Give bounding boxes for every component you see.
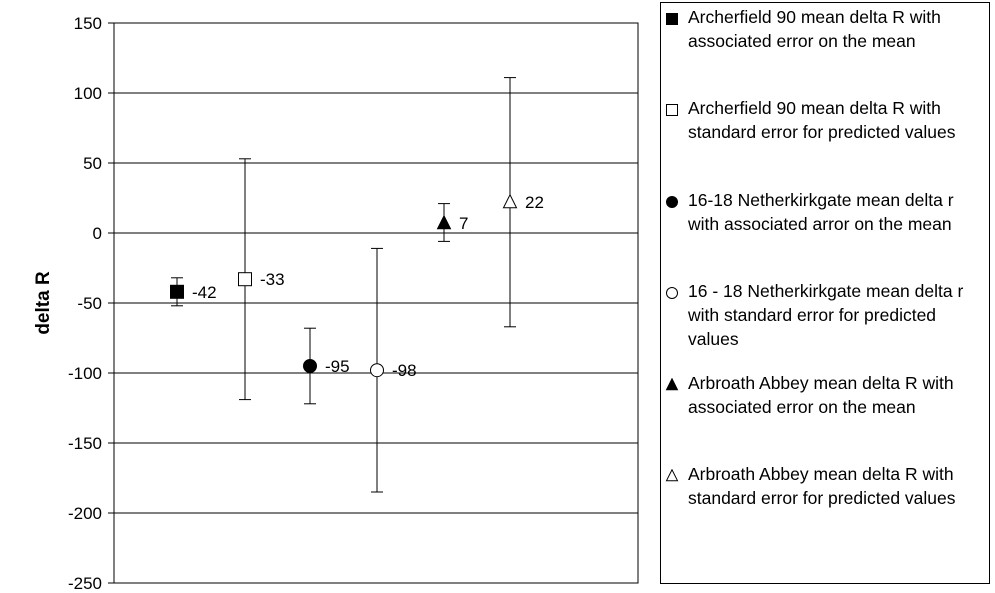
legend-label: Archerfield 90 mean delta R with associa… <box>688 7 941 51</box>
marker-square-open <box>238 272 252 287</box>
legend: Archerfield 90 mean delta R with associa… <box>660 2 990 584</box>
y-tick-label: -250 <box>68 574 102 593</box>
y-tick-label: 150 <box>74 14 102 33</box>
data-label: 22 <box>525 193 544 212</box>
series-3: -95 <box>303 327 350 405</box>
y-tick-label: -50 <box>77 294 102 313</box>
series-6: 22 <box>502 77 544 328</box>
y-tick-label: -200 <box>68 504 102 523</box>
legend-marker-circle-open <box>666 287 678 299</box>
data-label: -33 <box>260 270 285 289</box>
marker-circle-filled <box>303 359 317 373</box>
legend-label: Arbroath Abbey mean delta R with associa… <box>688 373 954 417</box>
data-label: 7 <box>459 214 468 233</box>
y-axis-label: delta R <box>33 271 54 335</box>
marker-circle-open <box>370 363 384 378</box>
data-label: -95 <box>325 357 350 376</box>
series-5: 7 <box>436 203 468 242</box>
legend-marker-circle-filled <box>666 196 678 208</box>
marker-triangle-open <box>665 469 679 482</box>
legend-label: 16 - 18 Netherkirkgate mean delta r with… <box>688 281 964 349</box>
marker-square-filled <box>170 284 184 299</box>
legend-marker-square-filled <box>666 13 678 25</box>
legend-label: Arbroath Abbey mean delta R with standar… <box>688 464 956 508</box>
y-tick-label: 100 <box>74 84 102 103</box>
y-tick-labels: 150 100 50 0 -50 -100 -150 -200 -250 <box>68 14 102 593</box>
marker-square-filled <box>666 13 678 25</box>
gridlines <box>114 92 638 514</box>
data-label: -98 <box>392 361 417 380</box>
y-tick-label: -100 <box>68 364 102 383</box>
series-layer: -42 -33 -95 -98 7 22 <box>170 77 544 493</box>
series-4: -98 <box>370 247 417 493</box>
y-tick-label: 0 <box>93 224 102 243</box>
y-tick-label: -150 <box>68 434 102 453</box>
marker-triangle-filled <box>665 378 679 391</box>
series-1: -42 <box>170 277 217 307</box>
y-tick-label: 50 <box>83 154 102 173</box>
series-2: -33 <box>238 158 285 401</box>
legend-marker-square-open <box>666 104 678 116</box>
marker-triangle-filled <box>436 214 452 230</box>
marker-circle-filled <box>666 196 678 208</box>
y-tick-marks <box>108 22 114 584</box>
legend-label: Archerfield 90 mean delta R with standar… <box>688 98 956 142</box>
legend-marker-triangle-filled <box>665 378 679 391</box>
marker-square-open <box>666 104 678 116</box>
marker-triangle-open <box>502 193 518 209</box>
legend-marker-triangle-open <box>665 469 679 482</box>
legend-label: 16-18 Netherkirkgate mean delta r with a… <box>688 190 954 234</box>
data-label: -42 <box>192 283 217 302</box>
marker-circle-open <box>666 287 678 299</box>
